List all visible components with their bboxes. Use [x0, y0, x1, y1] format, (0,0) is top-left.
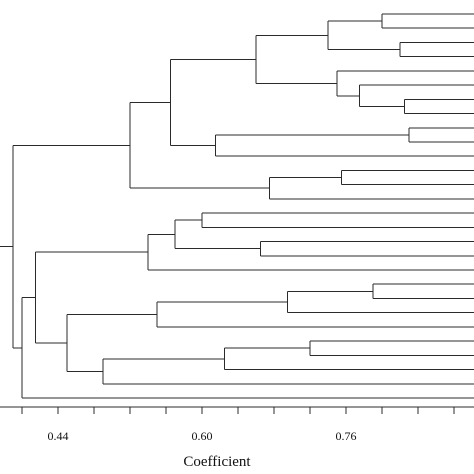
- x-tick-label: 0.44: [48, 429, 69, 443]
- x-axis-title: Coefficient: [183, 454, 251, 470]
- x-axis-ticks: 0.44 0.60 0.76: [21, 407, 455, 443]
- x-tick-label: 0.60: [192, 429, 213, 443]
- x-tick-label: 0.76: [336, 429, 357, 443]
- dendrogram-branches: [0, 13, 474, 399]
